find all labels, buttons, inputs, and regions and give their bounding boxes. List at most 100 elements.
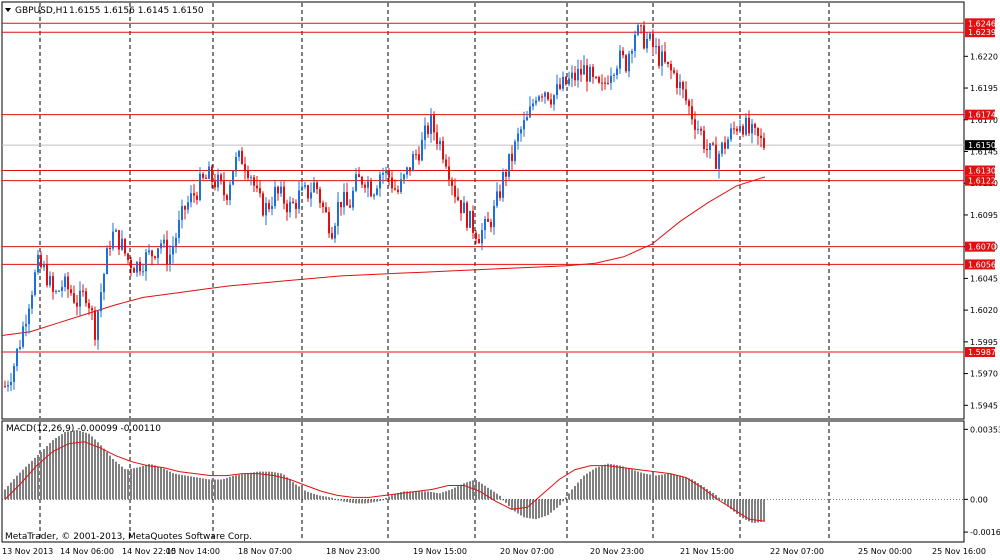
candle-body: [268, 203, 270, 210]
candle-body: [379, 174, 381, 189]
macd-bar: [730, 499, 732, 510]
candle-body: [328, 212, 330, 234]
macd-bar: [268, 471, 270, 500]
price-tick-label: 1.5995: [970, 338, 998, 347]
candle-body: [361, 177, 363, 185]
candle-body: [502, 172, 504, 198]
candle-body: [613, 75, 615, 76]
candle-body: [373, 194, 375, 197]
macd-bar: [526, 499, 528, 518]
level-label-box: [965, 18, 995, 29]
macd-bar: [283, 474, 285, 500]
macd-bar: [385, 497, 387, 500]
candle-body: [541, 96, 543, 98]
symbol-dropdown[interactable]: GBPUSD,H1: [5, 6, 68, 16]
macd-bar: [625, 467, 627, 500]
candle-body: [631, 51, 633, 54]
macd-bar: [619, 465, 621, 500]
candle-body: [406, 167, 408, 175]
macd-bar: [250, 472, 252, 500]
time-label: 18 Nov 07:00: [238, 547, 292, 556]
candle-body: [664, 51, 666, 62]
candle-body: [487, 219, 489, 222]
macd-bar: [178, 474, 180, 500]
macd-bar: [286, 477, 288, 500]
macd-bar: [337, 499, 339, 501]
macd-bar: [676, 475, 678, 500]
candle-body: [193, 193, 195, 196]
macd-bar: [589, 471, 591, 500]
macd-bar: [667, 473, 669, 500]
macd-bar: [184, 475, 186, 500]
macd-axis-label: 0.00353: [970, 425, 1000, 434]
macd-bar: [715, 494, 717, 500]
candle-body: [382, 173, 384, 175]
macd-bar: [763, 499, 765, 522]
macd-bar: [697, 483, 699, 500]
macd-bar: [169, 471, 171, 500]
candle-body: [511, 153, 513, 162]
candle-body: [592, 66, 594, 77]
candle-body: [538, 96, 540, 101]
level-label: 1.6239: [968, 28, 996, 37]
candle-body: [172, 246, 174, 255]
candle-body: [289, 201, 291, 213]
macd-bar: [523, 499, 525, 518]
macd-bar: [496, 493, 498, 500]
time-label: 14 Nov 06:00: [60, 547, 114, 556]
candle-body: [568, 78, 570, 85]
macd-bar: [604, 464, 606, 500]
macd-bar: [412, 491, 414, 500]
candle-body: [505, 172, 507, 177]
macd-bar: [754, 499, 756, 523]
candle-body: [202, 173, 204, 178]
candle-body: [646, 39, 648, 49]
candle-body: [415, 154, 417, 156]
macd-bar: [154, 465, 156, 500]
candle-body: [571, 72, 573, 79]
macd-bar: [583, 475, 585, 500]
candle-body: [445, 159, 447, 167]
macd-bar: [244, 473, 246, 500]
macd-bar: [193, 476, 195, 500]
macd-bar: [109, 455, 111, 500]
candle-body: [49, 276, 51, 286]
macd-bar: [61, 434, 63, 500]
macd-bar: [97, 442, 99, 500]
macd-bar: [670, 474, 672, 500]
candle-body: [727, 139, 729, 149]
macd-bar: [274, 472, 276, 500]
candle-body: [199, 173, 201, 200]
candle-body: [4, 386, 6, 388]
macd-bar: [577, 482, 579, 500]
candle-body: [322, 202, 324, 208]
macd-bar: [4, 489, 6, 500]
candle-body: [25, 324, 27, 327]
macd-bar: [691, 479, 693, 500]
macd-bar: [25, 466, 27, 500]
macd-bar: [616, 465, 618, 500]
candle-body: [232, 171, 234, 185]
candle-body: [439, 141, 441, 145]
macd-bar: [703, 487, 705, 500]
macd-bar: [235, 475, 237, 500]
candle-body: [481, 230, 483, 244]
level-label: 1.6056: [968, 260, 996, 269]
candle-body: [583, 65, 585, 75]
candle-body: [478, 239, 480, 244]
candle-body: [82, 290, 84, 292]
macd-bar: [664, 474, 666, 500]
macd-bar: [43, 449, 45, 500]
macd-bar: [304, 490, 306, 500]
macd-bar: [307, 491, 309, 500]
macd-bar: [457, 486, 459, 500]
macd-bar: [499, 495, 501, 500]
macd-bar: [409, 491, 411, 500]
candle-body: [241, 151, 243, 165]
macd-bar: [682, 476, 684, 500]
level-label-box: [965, 347, 995, 358]
candle-body: [310, 192, 312, 199]
candle-body: [124, 238, 126, 254]
macd-bar: [727, 499, 729, 507]
